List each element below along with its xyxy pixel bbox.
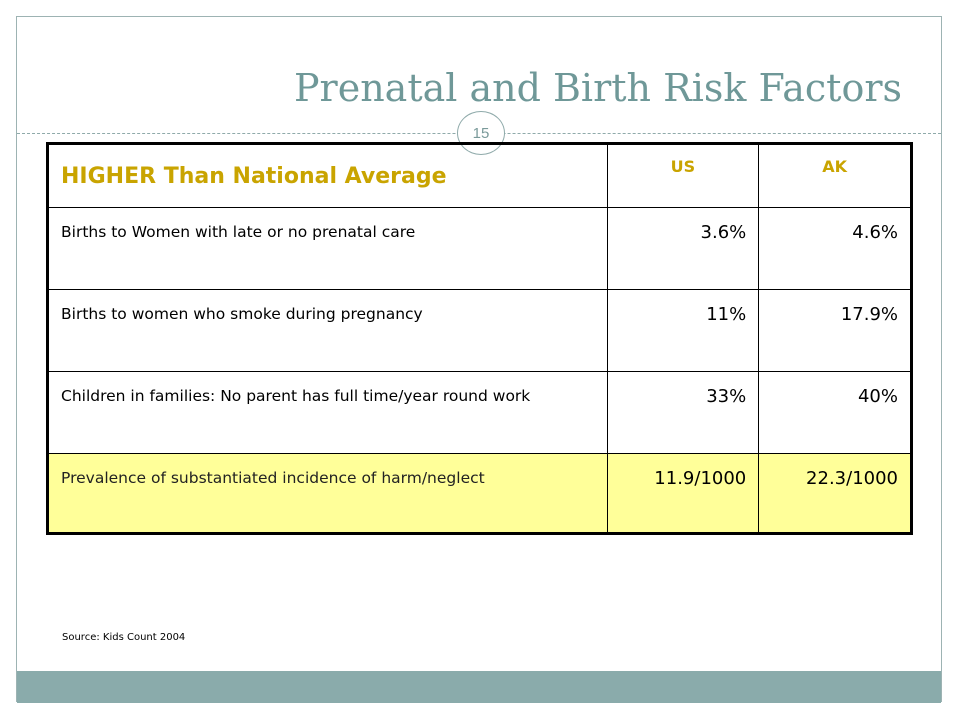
table-row: Births to Women with late or no prenatal… (46, 207, 913, 290)
table-header-row: HIGHER Than National Average US AK (46, 142, 913, 208)
row-label: Births to women who smoke during pregnan… (46, 289, 608, 372)
us-value: 11.9/1000 (606, 453, 760, 535)
table-row-highlighted: Prevalence of substantiated incidence of… (46, 453, 913, 535)
table-header-ak: AK (758, 142, 913, 208)
ak-value: 4.6% (758, 207, 913, 290)
table-row: Births to women who smoke during pregnan… (46, 289, 913, 372)
footer-band (17, 671, 941, 703)
table-header-us: US (606, 142, 760, 208)
table-header-label: HIGHER Than National Average (46, 142, 608, 208)
ak-value: 17.9% (758, 289, 913, 372)
row-label: Births to Women with late or no prenatal… (46, 207, 608, 290)
slide-title: Prenatal and Birth Risk Factors (293, 66, 902, 110)
us-value: 11% (606, 289, 760, 372)
us-value: 33% (606, 371, 760, 454)
risk-factors-table: HIGHER Than National Average US AK Birth… (46, 142, 913, 535)
row-label: Prevalence of substantiated incidence of… (46, 453, 608, 535)
us-value: 3.6% (606, 207, 760, 290)
table-row: Children in families: No parent has full… (46, 371, 913, 454)
row-label: Children in families: No parent has full… (46, 371, 608, 454)
ak-value: 40% (758, 371, 913, 454)
ak-value: 22.3/1000 (758, 453, 913, 535)
source-note: Source: Kids Count 2004 (62, 632, 186, 643)
